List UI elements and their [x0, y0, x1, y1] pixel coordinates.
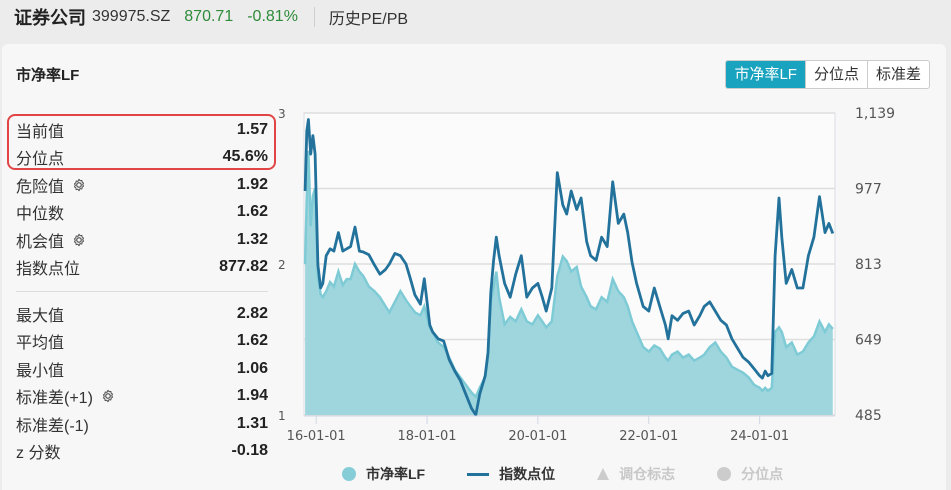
gear-icon[interactable] [72, 178, 86, 192]
stat-value: 1.62 [236, 203, 268, 221]
highlight-box [7, 114, 276, 170]
x-tick-label: 20-01-01 [508, 429, 567, 444]
x-tick-label: 18-01-01 [398, 429, 457, 444]
stat-label: 机会值 [16, 228, 86, 252]
legend-item[interactable]: 分位点 [717, 464, 783, 484]
stat-label: 最大值 [16, 302, 64, 326]
tab-2[interactable]: 标准差 [866, 61, 929, 88]
stat-row: 标准差(+1) 1.94 [16, 383, 268, 411]
stat-label: 标准差(+1) [16, 384, 115, 408]
stat-row: 危险值 1.92 [16, 171, 268, 199]
stat-value: 1.62 [236, 332, 268, 350]
stat-value: 1.32 [236, 230, 268, 248]
x-tick-label: 24-01-01 [730, 429, 789, 444]
stat-label-text: 最小值 [16, 362, 65, 380]
stat-value: 2.82 [236, 304, 268, 322]
valuation-chart[interactable]: 485 649 813 977 1,139 1 2 3 16-01-01 18-01-01 20-0… [2, 44, 946, 490]
legend-item[interactable]: 市净率LF [342, 464, 425, 484]
metric-tabs: 市净率LF 分位点 标准差 [725, 60, 930, 89]
stat-row: 平均值 1.62 [16, 328, 268, 356]
stat-row: 分位点 45.6% [16, 144, 268, 172]
tab-0[interactable]: 市净率LF [726, 61, 805, 88]
stat-label: z 分数 [16, 439, 60, 463]
stat-value: 1.06 [236, 359, 268, 377]
stat-label: 标准差(-1) [16, 412, 89, 436]
y-right-tick: 977 [855, 182, 882, 198]
legend-label: 指数点位 [499, 466, 556, 482]
stat-label-text: 最大值 [16, 307, 65, 325]
gear-icon[interactable] [72, 233, 86, 247]
stat-row: 中位数 1.62 [16, 199, 268, 227]
stat-label-text: 标准差(-1) [16, 417, 89, 435]
legend-dot-icon [342, 467, 356, 481]
stats-panel: 当前值 1.57 分位点 45.6% 危险值 1.92 中位数 1.62 机会值 1.32 指数点位… [16, 116, 268, 465]
y-left-tick: 1 [278, 409, 286, 423]
stat-label: 中位数 [16, 200, 64, 224]
x-tick-label: 22-01-01 [619, 429, 678, 444]
tab-1[interactable]: 分位点 [804, 61, 867, 88]
stat-label: 当前值 [16, 118, 64, 142]
index-price: 870.71 [184, 8, 234, 25]
x-tick-label: 16-01-01 [287, 429, 346, 444]
stat-label-text: 当前值 [16, 123, 65, 141]
stat-label-text: 指数点位 [16, 261, 81, 279]
stat-label-text: 平均值 [16, 335, 65, 353]
stat-value: 877.82 [219, 258, 268, 276]
stat-row: 当前值 1.57 [16, 116, 268, 144]
y-left-tick: 3 [278, 107, 286, 121]
triangle-icon [597, 468, 610, 480]
stat-value: 45.6% [222, 148, 268, 166]
stat-row: 指数点位 877.82 [16, 254, 268, 282]
index-change: -0.81% [247, 8, 298, 25]
legend-line-icon [467, 472, 490, 476]
index-line [303, 118, 835, 417]
legend-item[interactable]: 指数点位 [467, 464, 555, 484]
stat-label-text: 标准差(+1) [16, 390, 93, 408]
chart-legend: 市净率LF 指数点位 调仓标志 分位点 [342, 464, 825, 484]
index-code: 399975.SZ [92, 8, 171, 25]
stat-value: 1.31 [236, 414, 268, 432]
y-right-tick: 813 [855, 257, 882, 273]
stat-row: z 分数 -0.18 [16, 438, 268, 466]
history-pe-pb-link[interactable]: 历史PE/PB [328, 11, 409, 28]
valuation-card: 市净率LF 市净率LF 分位点 标准差 当前值 1.57 分位点 45.6% 危险值 1.92… [2, 44, 946, 490]
stat-value: -0.18 [231, 442, 268, 460]
stat-label-text: z 分数 [16, 445, 61, 463]
stat-row: 最小值 1.06 [16, 355, 268, 383]
legend-label: 分位点 [741, 466, 784, 482]
legend-item[interactable]: 调仓标志 [597, 464, 675, 484]
y-right-tick: 649 [855, 333, 882, 349]
legend-dot-icon [717, 467, 732, 481]
stats-divider [16, 291, 268, 292]
stat-value: 1.57 [236, 120, 268, 138]
stat-label: 平均值 [16, 329, 64, 353]
stat-label: 危险值 [16, 173, 86, 197]
divider [313, 7, 315, 27]
y-right-tick: 485 [855, 408, 882, 424]
gear-icon[interactable] [101, 389, 115, 403]
legend-label: 调仓标志 [619, 466, 676, 482]
stat-label: 分位点 [16, 145, 64, 169]
stat-value: 1.94 [236, 387, 268, 405]
pb-line [303, 150, 834, 400]
card-title: 市净率LF [16, 67, 80, 84]
stat-row: 机会值 1.32 [16, 226, 268, 254]
stat-row: 最大值 2.82 [16, 300, 268, 328]
y-left-tick: 2 [278, 258, 286, 272]
stat-label-text: 分位点 [16, 151, 65, 169]
stat-label: 最小值 [16, 357, 64, 381]
pb-area [305, 150, 833, 416]
stat-value: 1.92 [236, 175, 268, 193]
stat-label-text: 危险值 [16, 178, 65, 196]
stat-label: 指数点位 [16, 255, 80, 279]
header-bar: 证券公司 399975.SZ 870.71 -0.81% 历史PE/PB [0, 0, 951, 34]
legend-label: 市净率LF [366, 466, 426, 482]
stat-row: 标准差(-1) 1.31 [16, 410, 268, 438]
stat-label-text: 机会值 [16, 233, 65, 251]
stat-label-text: 中位数 [16, 206, 65, 224]
index-name: 证券公司 [14, 8, 86, 28]
y-right-tick: 1,139 [855, 106, 895, 122]
